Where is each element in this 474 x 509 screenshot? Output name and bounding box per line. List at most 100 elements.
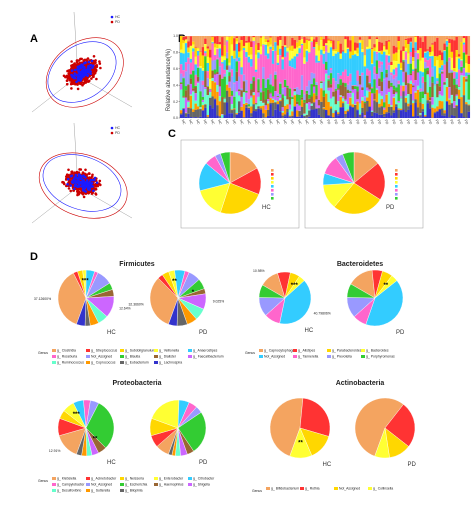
panel-b-bar-segment (325, 36, 328, 44)
panel-b-bar-segment (247, 55, 251, 57)
panel-b-sample-label: PD (348, 119, 354, 125)
panel-b-bar-segment (412, 116, 415, 117)
panel-b-bar-segment (283, 56, 287, 80)
panel-b-bar-segment (465, 81, 468, 103)
panel-b-bar-segment (308, 109, 311, 111)
panel-b-bar-segment (296, 47, 299, 54)
panel-b-bar-segment (390, 85, 393, 87)
panel-b-bar-segment (332, 36, 335, 41)
pcoa-point-hc (82, 174, 85, 177)
panel-b-bar-segment (445, 87, 449, 102)
panel-b-bar-segment (310, 36, 313, 38)
panel-d-legend-entry: g_ Blautia (125, 355, 140, 359)
panel-b-sample-label: PD (333, 119, 339, 125)
pcoa-point-pd (70, 170, 74, 173)
panel-b-bar-segment (339, 107, 342, 118)
panel-b-bar-segment (276, 97, 280, 101)
panel-b-bar-segment (424, 51, 427, 53)
panel-b-bar-segment (230, 36, 234, 45)
panel-b-bar-segment (300, 100, 304, 107)
panel-b-bar-segment (361, 112, 364, 118)
panel-b-bar-segment (250, 36, 253, 42)
panel-b-bar-segment (349, 81, 352, 92)
panel-b-bar-segment (262, 103, 265, 106)
panel-b-bar-segment (325, 51, 328, 62)
panel-d-legend-swatch (154, 361, 158, 364)
pcoa-point-pd (65, 175, 68, 178)
panel-b-bar-segment (426, 51, 429, 61)
panel-b-bar-segment (404, 52, 408, 60)
panel-b-bar-segment (291, 111, 294, 116)
panel-b-bar-segment (390, 65, 393, 73)
panel-b-bar-segment (247, 62, 251, 100)
panel-b-bar-segment (373, 112, 376, 118)
panel-b-bar-segment (344, 39, 347, 54)
panel-b-bar-segment (424, 81, 427, 95)
panel-b-bar-segment (240, 90, 243, 97)
panel-b-bar-segment (332, 51, 335, 57)
panel-b-bar-segment (180, 52, 183, 65)
panel-b-sample-label: HC (224, 119, 230, 126)
panel-b-bar-segment (368, 91, 371, 107)
panel-b-bar-segment (257, 58, 260, 79)
panel-b-bar-segment (428, 36, 432, 47)
panel-b-bar-segment (281, 115, 284, 118)
pie-slice (149, 277, 179, 325)
panel-b-stacked-bars: Relative abundance(%) 0.00.20.40.60.81.0… (166, 34, 471, 126)
panel-b-sample-label: PD (435, 119, 441, 125)
pcoa-point-hc (92, 189, 95, 192)
panel-b-bar-segment (341, 96, 345, 99)
panel-d-section-title: Actinobacteria (336, 380, 385, 387)
panel-b-bar-segment (327, 52, 330, 76)
panel-b-bar-segment (327, 39, 330, 42)
panel-b-bar-segment (240, 40, 243, 51)
panel-b-bar-segment (262, 78, 265, 92)
pie-slice (57, 272, 87, 325)
panel-b-bar-segment (419, 71, 422, 89)
panel-b-bar-segment (269, 49, 272, 75)
panel-b-bar-segment (303, 64, 306, 95)
panel-b-bar-segment (283, 36, 287, 46)
panel-b-bar-segment (221, 37, 224, 56)
panel-c-legend-swatch (271, 173, 274, 176)
panel-b-bar-segment (426, 74, 429, 93)
panel-b-bar-segment (341, 51, 345, 72)
panel-b-sample-label: PD (449, 119, 455, 125)
panel-b-bar-segment (366, 36, 369, 47)
panel-b-bar-segment (337, 89, 340, 102)
panel-b-bar-segment (399, 50, 403, 63)
panel-b-bar-segment (308, 36, 311, 40)
panel-b-bar-segment (443, 113, 446, 116)
panel-b-bar-segment (407, 94, 410, 104)
panel-b-bar-segment (288, 66, 292, 89)
panel-b-bar-segment (298, 36, 301, 41)
panel-b-bar-segment (455, 57, 458, 73)
panel-b-bar-segment (361, 100, 364, 108)
panel-b-bar-segment (453, 40, 456, 69)
panel-b-bar-segment (419, 48, 422, 61)
pcoa-point-hc (88, 188, 91, 191)
panel-b-bar-segment (281, 45, 284, 57)
pcoa-point-hc (80, 175, 83, 178)
panel-d-legend-entry: g_ Collinsella (373, 487, 393, 491)
panel-b-bar-segment (441, 60, 444, 66)
pie-significance-star: ** (93, 437, 98, 443)
panel-b-bar-segment (317, 45, 321, 51)
panel-b-bar-segment (428, 52, 432, 55)
panel-b-bar-segment (308, 98, 311, 103)
pcoa-point-pd (86, 57, 90, 60)
panel-b-bar-segment (441, 70, 444, 71)
panel-b-bar-segment (257, 36, 260, 43)
panel-d-legend-swatch (293, 355, 297, 358)
panel-b-bar-segment (221, 63, 224, 79)
panel-b-bar-segment (419, 90, 422, 92)
panel-b-bar-segment (397, 108, 400, 110)
panel-b-bar-segment (296, 53, 299, 57)
panel-b-bar-segment (242, 50, 246, 75)
panel-b-bar-segment (428, 100, 432, 102)
panel-b-bar-segment (402, 36, 405, 47)
panel-b-bar-segment (462, 38, 466, 43)
panel-b-bar-segment (259, 37, 263, 47)
panel-d-legend-entry: Not_Assigned (91, 483, 112, 487)
panel-b-bar-segment (274, 100, 277, 103)
